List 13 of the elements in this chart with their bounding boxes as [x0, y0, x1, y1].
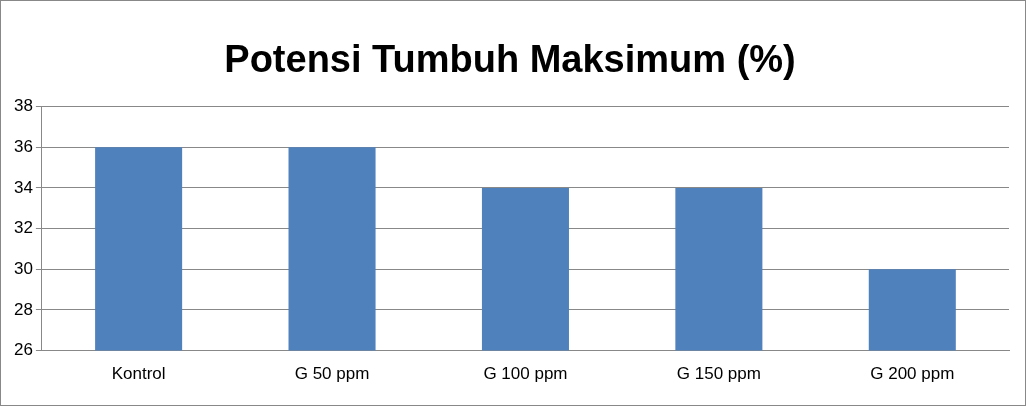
x-tick-label: G 200 ppm [870, 364, 955, 384]
y-tick-label: 36 [13, 136, 33, 156]
x-tick-label: G 50 ppm [294, 364, 370, 384]
x-tick-label: G 100 ppm [483, 364, 568, 384]
x-tick-label: Kontrol [111, 364, 166, 384]
chart-title: Potensi Tumbuh Maksimum (%) [224, 38, 796, 81]
y-tick-label: 38 [13, 96, 33, 116]
x-tick-label: G 150 ppm [676, 364, 761, 384]
y-tick-label: 34 [13, 177, 33, 197]
y-tick-label: 28 [13, 299, 33, 319]
y-tick-label: 30 [13, 258, 33, 278]
y-tick-label: 32 [13, 218, 33, 238]
y-tick-label: 26 [13, 340, 33, 360]
